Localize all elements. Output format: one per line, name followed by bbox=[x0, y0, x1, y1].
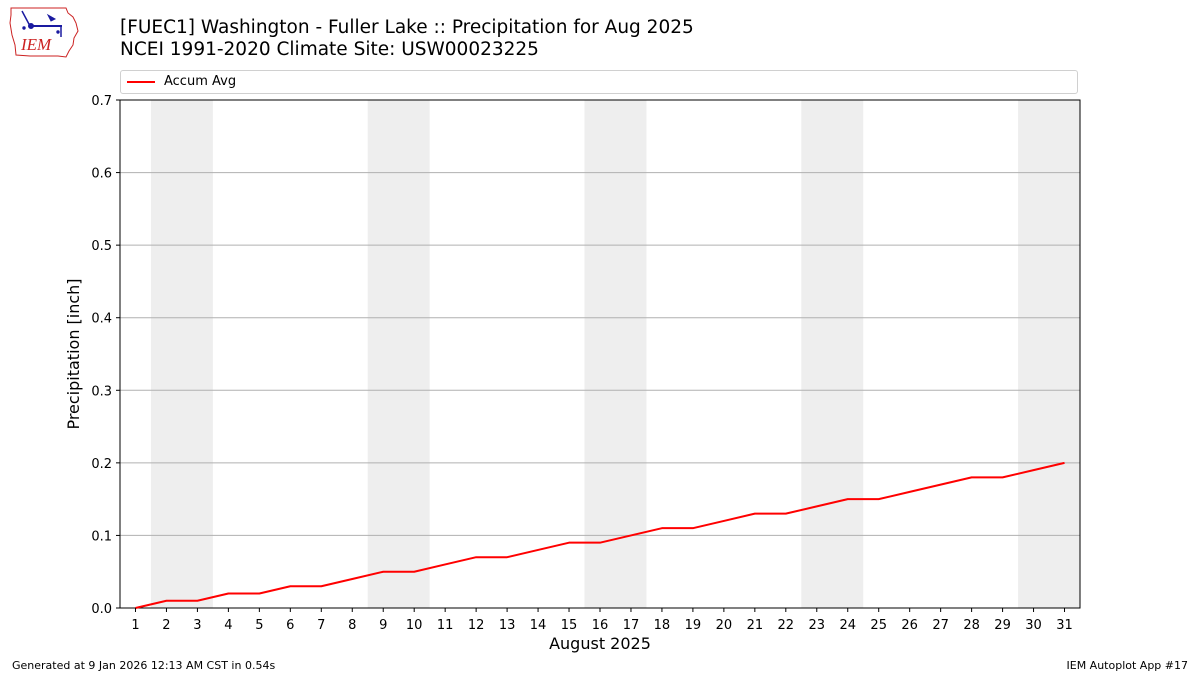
x-tick-label: 10 bbox=[406, 618, 423, 633]
chart-title: [FUEC1] Washington - Fuller Lake :: Prec… bbox=[120, 17, 694, 38]
y-tick-label: 0.0 bbox=[91, 602, 112, 617]
x-axis-label: August 2025 bbox=[549, 634, 651, 653]
x-tick-label: 3 bbox=[193, 618, 201, 633]
y-tick-label: 0.3 bbox=[91, 384, 112, 399]
x-tick-label: 16 bbox=[592, 618, 609, 633]
x-tick-label: 29 bbox=[994, 618, 1011, 633]
y-tick-label: 0.5 bbox=[91, 239, 112, 254]
y-tick-label: 0.7 bbox=[91, 94, 112, 109]
x-tick-label: 26 bbox=[901, 618, 918, 633]
y-tick-label: 0.2 bbox=[91, 457, 112, 472]
x-tick-label: 17 bbox=[623, 618, 640, 633]
x-tick-label: 9 bbox=[379, 618, 387, 633]
weekend-band bbox=[801, 100, 864, 608]
x-tick-label: 15 bbox=[561, 618, 578, 633]
iem-logo: IEM bbox=[9, 7, 79, 58]
y-tick-label: 0.6 bbox=[91, 167, 112, 182]
y-axis-label: Precipitation [inch] bbox=[64, 278, 83, 429]
x-tick-label: 5 bbox=[255, 618, 263, 633]
iowa-outline-icon bbox=[9, 7, 79, 58]
plot-frame bbox=[119, 99, 1081, 609]
chart-subtitle: NCEI 1991-2020 Climate Site: USW00023225 bbox=[120, 39, 539, 60]
weekend-band bbox=[150, 100, 213, 608]
x-tick-label: 11 bbox=[437, 618, 454, 633]
weather-station-icon bbox=[21, 10, 62, 37]
footer-generated-text: Generated at 9 Jan 2026 12:13 AM CST in … bbox=[12, 659, 276, 672]
x-tick-label: 2 bbox=[162, 618, 170, 633]
series-line-accum-avg bbox=[135, 461, 1065, 609]
x-tick-label: 30 bbox=[1025, 618, 1042, 633]
x-tick-label: 24 bbox=[839, 618, 856, 633]
x-tick-label: 14 bbox=[530, 618, 547, 633]
x-tick-label: 21 bbox=[747, 618, 764, 633]
legend-label-accum-avg: Accum Avg bbox=[164, 74, 237, 89]
x-tick-label: 12 bbox=[468, 618, 485, 633]
x-tick-label: 4 bbox=[224, 618, 232, 633]
legend: Accum Avg bbox=[120, 70, 1078, 94]
weekend-band bbox=[367, 100, 430, 608]
weekend-band bbox=[1018, 100, 1080, 608]
x-tick-label: 13 bbox=[499, 618, 516, 633]
x-tick-label: 28 bbox=[963, 618, 980, 633]
x-tick-label: 25 bbox=[870, 618, 887, 633]
x-tick-label: 8 bbox=[348, 618, 356, 633]
x-tick-label: 6 bbox=[286, 618, 294, 633]
x-tick-label: 20 bbox=[716, 618, 733, 633]
weekend-band bbox=[584, 100, 647, 608]
x-tick-label: 7 bbox=[317, 618, 325, 633]
logo-text: IEM bbox=[20, 35, 52, 54]
x-tick-label: 22 bbox=[778, 618, 795, 633]
y-tick-label: 0.4 bbox=[91, 312, 112, 327]
footer-app-label: IEM Autoplot App #17 bbox=[1066, 659, 1189, 672]
x-tick-label: 18 bbox=[654, 618, 671, 633]
legend-swatch-accum-avg bbox=[127, 81, 155, 83]
x-tick-label: 27 bbox=[932, 618, 949, 633]
x-tick-label: 1 bbox=[131, 618, 139, 633]
x-tick-label: 31 bbox=[1056, 618, 1073, 633]
y-tick-label: 0.1 bbox=[91, 529, 112, 544]
x-tick-label: 23 bbox=[809, 618, 826, 633]
x-tick-label: 19 bbox=[685, 618, 702, 633]
